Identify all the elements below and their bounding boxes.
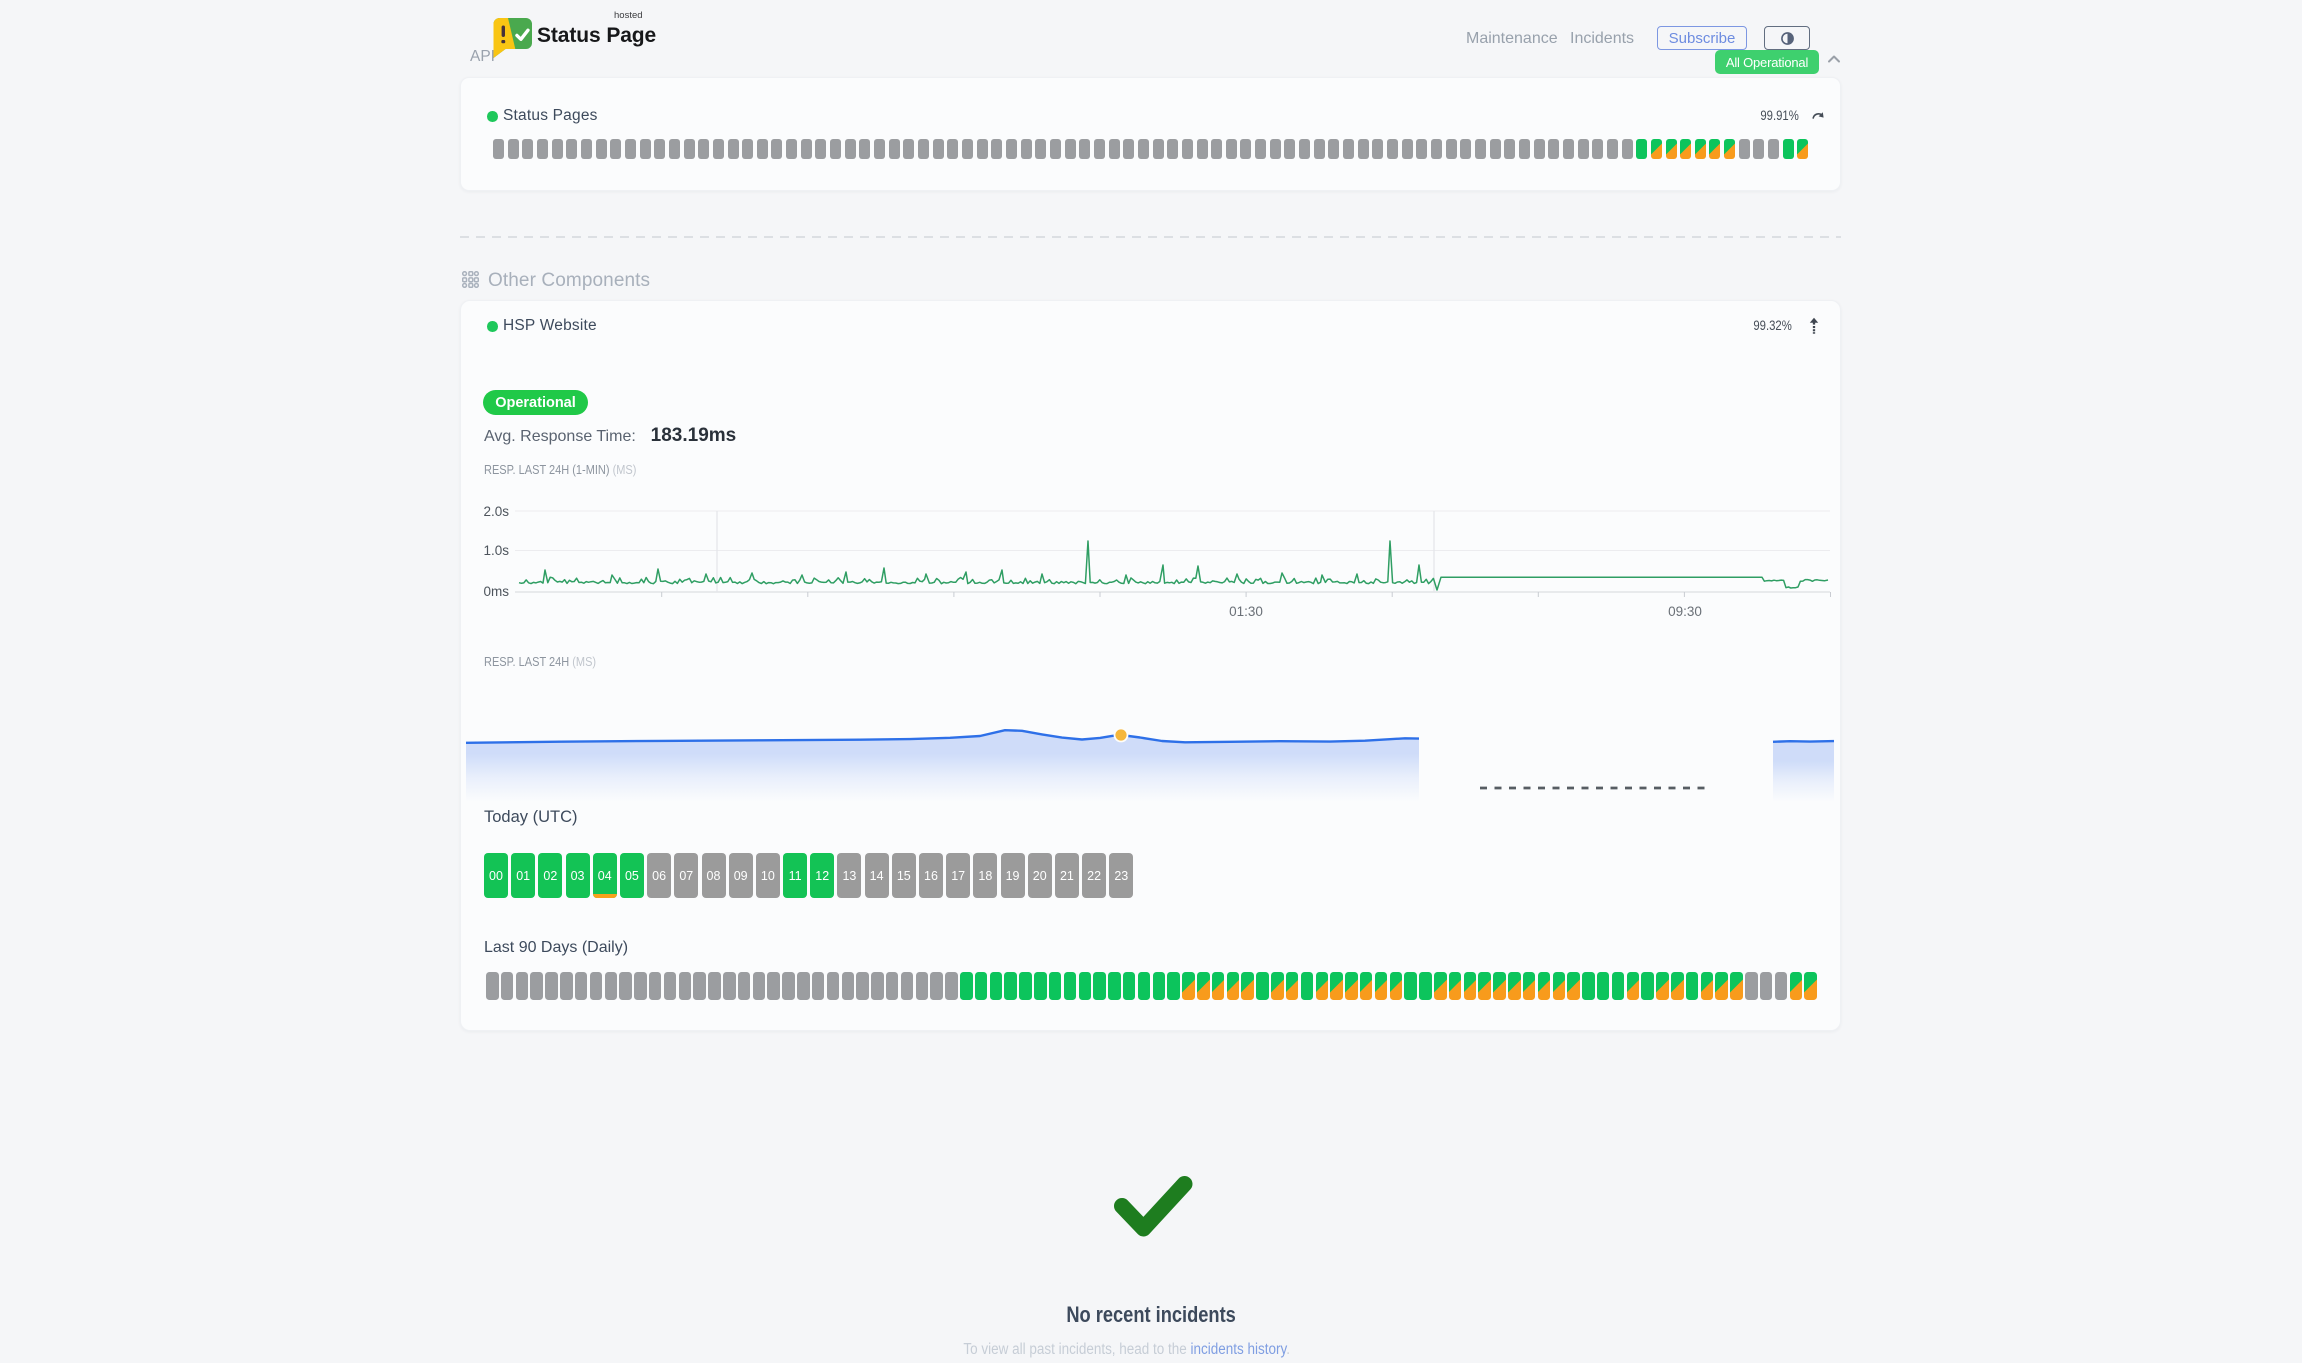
- svg-text:0ms: 0ms: [483, 584, 509, 599]
- svg-text:1.0s: 1.0s: [483, 543, 509, 558]
- svg-text:2.0s: 2.0s: [483, 504, 509, 519]
- svg-text:09:30: 09:30: [1668, 604, 1702, 619]
- svg-text:01:30: 01:30: [1229, 604, 1263, 619]
